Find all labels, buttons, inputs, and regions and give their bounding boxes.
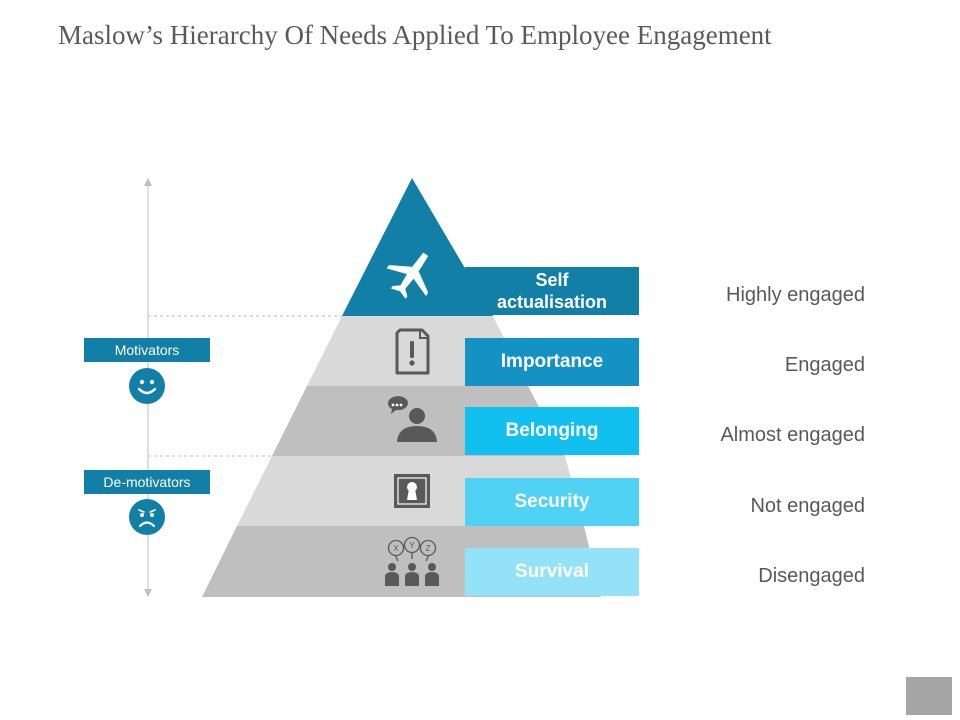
pyramid-top [342, 178, 493, 316]
engagement-label-highly-engaged: Highly engaged [726, 284, 865, 306]
keyhole-icon [394, 474, 430, 508]
airplane-icon [386, 252, 429, 299]
svg-text:Z: Z [426, 544, 431, 553]
level-box-survival: Survival [465, 548, 639, 596]
group-people-figures [385, 563, 439, 586]
svg-text:X: X [393, 544, 399, 553]
smiley-face-icon [129, 368, 165, 404]
level-box-security: Security [465, 478, 639, 526]
engagement-label-almost-engaged: Almost engaged [720, 424, 865, 446]
corner-placeholder-box [906, 677, 952, 715]
group-xyz-icon: X Y Z [387, 536, 437, 562]
slide-title: Maslow’s Hierarchy Of Needs Applied To E… [58, 20, 772, 50]
person-chat-icon [387, 396, 437, 442]
level-box-importance: Importance [465, 338, 639, 386]
level-box-belonging: Belonging [465, 407, 639, 455]
document-exclamation-icon [395, 328, 430, 375]
engagement-label-disengaged: Disengaged [758, 565, 865, 587]
engagement-label-not-engaged: Not engaged [750, 495, 865, 517]
engagement-label-engaged: Engaged [784, 354, 865, 376]
level-box-self-actualisation: Self actualisation [465, 267, 639, 315]
demotivators-label: De-motivators [84, 470, 210, 494]
frown-face-icon [129, 499, 165, 535]
motivators-label: Motivators [84, 338, 210, 362]
svg-text:Y: Y [409, 541, 415, 550]
